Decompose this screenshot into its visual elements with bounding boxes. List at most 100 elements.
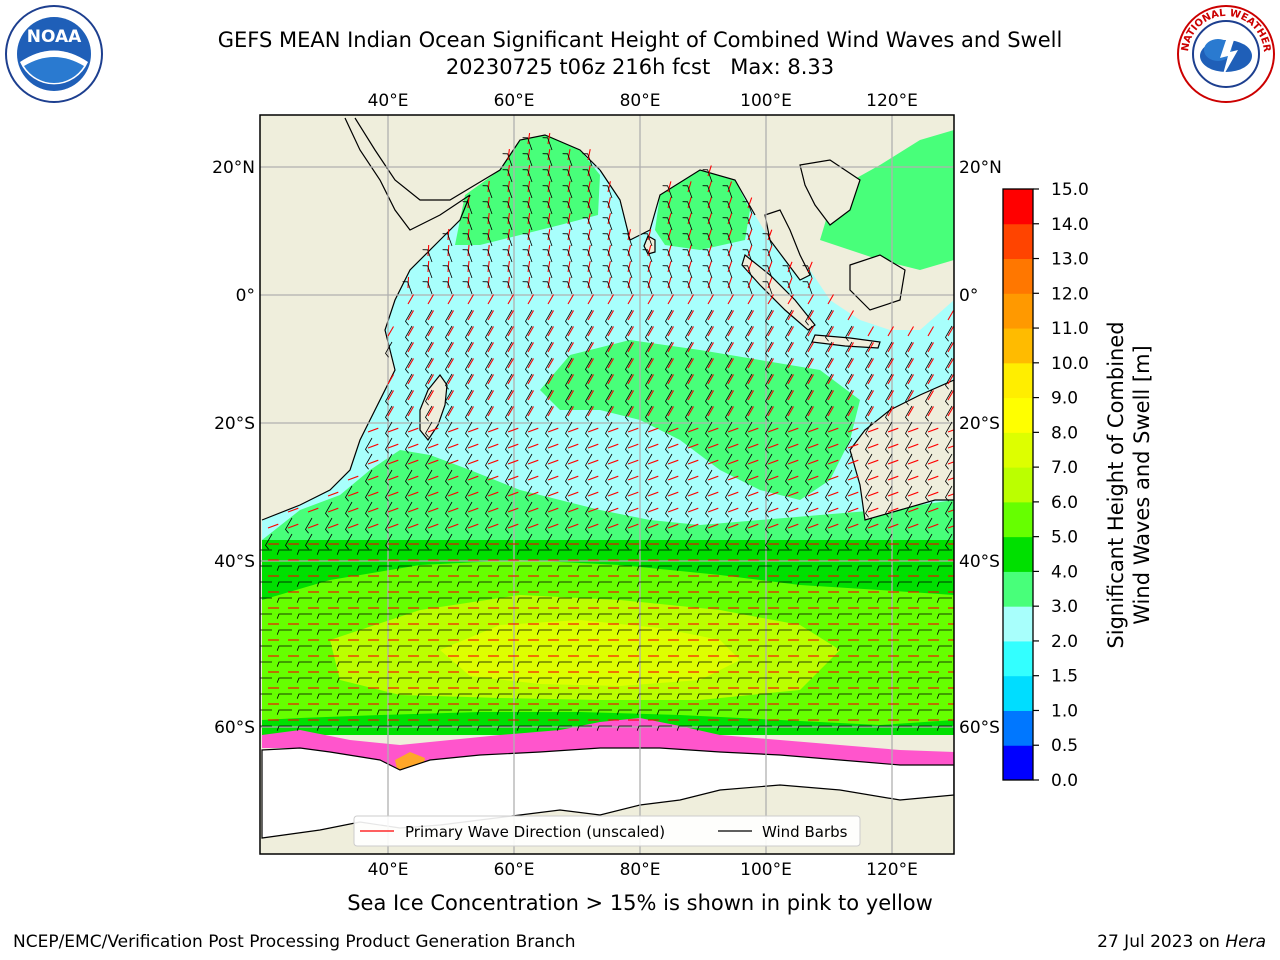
wind-barb [336,549,352,555]
wind-barb [436,549,452,555]
wind-barb [645,533,653,550]
wave-arrow [747,523,759,529]
wave-arrow [507,181,510,193]
wind-barb [542,201,553,215]
wave-arrow [467,276,470,289]
colorbar-frame [1002,188,1034,781]
wave-arrow [507,427,519,433]
wind-barb [605,389,613,406]
wave-arrow [927,475,939,481]
wind-barb [316,677,332,683]
wind-barb [936,613,952,619]
wind-barb [465,405,473,422]
wind-barb [525,501,533,518]
wave-arrow [807,523,819,529]
wind-barb [556,693,572,699]
wind-barb [825,437,833,454]
wind-barb [425,373,433,390]
wind-barb [485,501,493,518]
wind-barb [625,533,633,550]
wind-barb [396,613,412,619]
wave-arrow [567,277,571,289]
lat-label-right: 60°S [959,718,1000,738]
wind-barb [260,661,272,663]
wind-barb [605,501,613,518]
wave-arrow [467,507,479,513]
wind-barb [582,281,593,295]
wave-arrow [667,342,674,353]
wind-barb [585,421,593,438]
wave-arrow [907,342,914,353]
wave-arrow [687,443,699,449]
wind-barb [442,281,453,295]
wind-barb [505,421,513,438]
wind-barb [856,709,872,715]
wind-barb [416,661,432,667]
wind-barb [356,661,372,667]
wind-barb [405,325,413,342]
wave-arrow [427,374,434,385]
wind-barb [662,265,673,279]
wind-barb [676,565,692,571]
wind-barb [545,453,553,470]
wind-barb [545,533,553,550]
wind-barb [925,373,933,390]
wind-barb [722,185,733,199]
colorbar-segment [1003,362,1033,399]
wave-arrow [607,245,611,257]
wave-arrow [707,261,712,273]
wind-barb [702,249,713,263]
wave-arrow [647,326,654,337]
wind-barb [522,153,533,167]
wind-barb [405,309,413,326]
wind-barb [662,185,673,199]
legend-wave-direction: Primary Wave Direction (unscaled) [405,823,665,841]
wave-arrow [687,390,694,401]
wind-barb [685,533,693,550]
wind-barb [745,517,753,534]
wind-barb [665,405,673,422]
lon-labels-bottom: 40°E 60°E 80°E 100°E 120°E [368,860,918,880]
wind-barb [845,389,853,406]
wave-arrow [727,261,733,273]
wave-arrow [907,475,919,481]
wind-barb [896,629,912,635]
wave-arrow [667,443,679,449]
wind-barb [665,437,673,454]
wave-arrow [827,326,834,337]
wave-arrow [727,523,739,529]
wave-arrow [647,390,654,401]
wind-barb [556,645,572,651]
wind-barb [545,501,553,518]
wind-barb [945,405,953,422]
wind-barb [925,485,933,502]
wind-barb [396,565,412,571]
wave-arrow [687,326,694,337]
wave-arrow [647,245,652,257]
wind-barb [805,421,813,438]
wind-barb [685,485,693,502]
wave-arrow [667,475,679,481]
wave-arrow [527,165,531,177]
wind-barb [636,645,652,651]
wave-arrow [527,390,534,401]
wind-barb [845,357,853,374]
wind-barb [682,233,693,247]
wave-arrow [747,406,754,417]
wave-arrow [747,342,754,353]
colorbar-segment [1003,640,1033,677]
wind-barb [556,613,572,619]
wave-arrow [487,326,494,337]
wind-barb [865,533,873,550]
wave-arrow [807,459,819,465]
wave-arrow [647,459,659,465]
wind-barb [476,725,492,731]
wave-arrow [647,342,654,353]
wind-barb [765,533,773,550]
wave-arrow [667,229,672,241]
wind-barb [836,613,852,619]
wind-barb [616,565,632,571]
wave-arrow [667,523,679,529]
wave-arrow [867,459,879,465]
wind-barb [445,517,453,534]
